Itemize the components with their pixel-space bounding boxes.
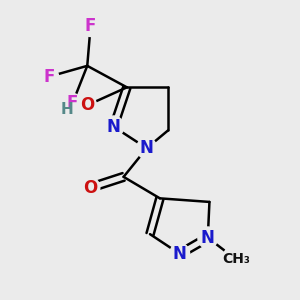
Circle shape: [137, 137, 157, 159]
Circle shape: [78, 95, 97, 115]
Circle shape: [104, 116, 124, 137]
Text: N: N: [140, 139, 154, 157]
Text: N: N: [107, 118, 121, 136]
Circle shape: [198, 227, 218, 248]
Text: N: N: [173, 245, 187, 263]
Text: O: O: [83, 178, 98, 196]
Text: F: F: [44, 68, 55, 85]
Text: N: N: [201, 229, 215, 247]
Text: H: H: [61, 102, 74, 117]
Circle shape: [40, 67, 59, 87]
Text: O: O: [80, 96, 94, 114]
Circle shape: [170, 243, 190, 265]
Text: CH₃: CH₃: [222, 252, 250, 266]
Circle shape: [81, 178, 100, 198]
Text: F: F: [85, 17, 96, 35]
Circle shape: [59, 100, 76, 118]
Circle shape: [223, 245, 249, 274]
Text: F: F: [67, 94, 78, 112]
Circle shape: [81, 16, 100, 37]
Circle shape: [63, 93, 82, 113]
